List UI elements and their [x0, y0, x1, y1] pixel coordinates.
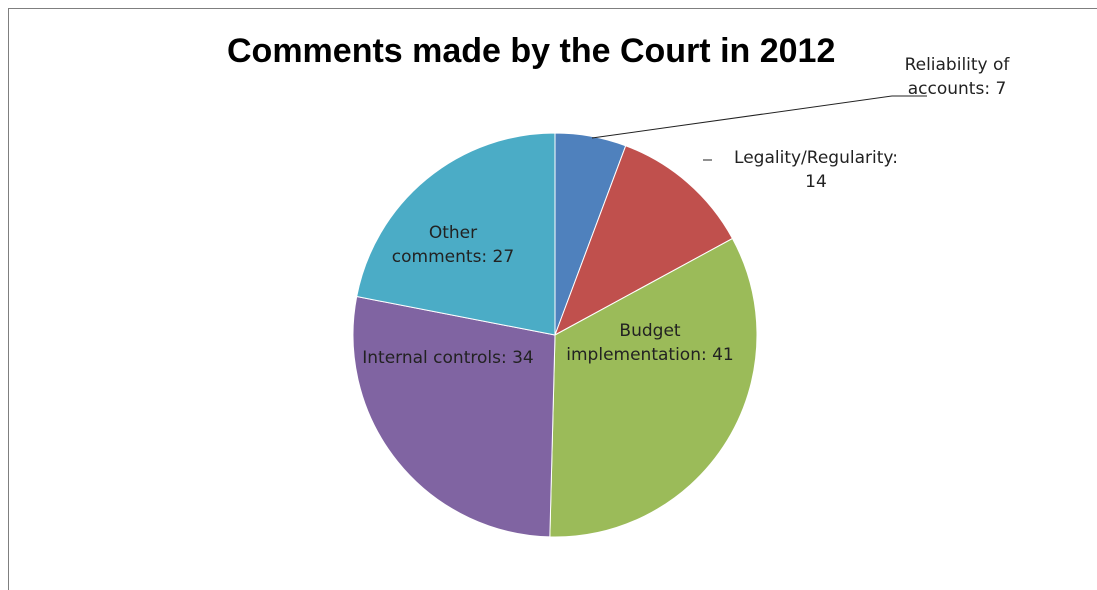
slice-label-line: implementation: 41: [566, 345, 733, 365]
pie-slices: [352, 132, 758, 538]
slice-label-line: Budget: [619, 321, 680, 341]
slice-label-internal-controls: Internal controls: 34: [362, 348, 533, 368]
pie-slice-legality-regularity: [554, 145, 734, 337]
slice-label-line: Other: [429, 223, 477, 243]
slice-label-line: Legality/Regularity:: [734, 148, 898, 168]
slice-label-line: 14: [805, 172, 827, 192]
slice-label-reliability-of-accounts: Reliability of accounts: 7: [905, 55, 1011, 99]
pie-slice-other-comments: [356, 132, 556, 336]
slice-label-line: Reliability of: [905, 55, 1011, 75]
slice-label-legality-regularity: Legality/Regularity: 14: [734, 148, 898, 192]
leader-lines: [591, 95, 927, 161]
slice-label-other-comments: Other comments: 27: [392, 223, 514, 267]
leader-line-reliability-of-accounts: [591, 95, 927, 139]
slice-labels: Reliability of accounts: 7 Legality/Regula…: [362, 55, 1010, 368]
chart-title: Comments made by the Court in 2012: [227, 32, 835, 70]
slice-label-budget-implementation: Budget implementation: 41: [566, 321, 733, 365]
slice-label-line: Internal controls: 34: [362, 348, 533, 368]
slice-label-line: comments: 27: [392, 247, 514, 267]
slice-label-line: accounts: 7: [908, 79, 1007, 99]
pie-slice-internal-controls: [352, 295, 556, 538]
pie-slice-budget-implementation: [549, 237, 758, 538]
